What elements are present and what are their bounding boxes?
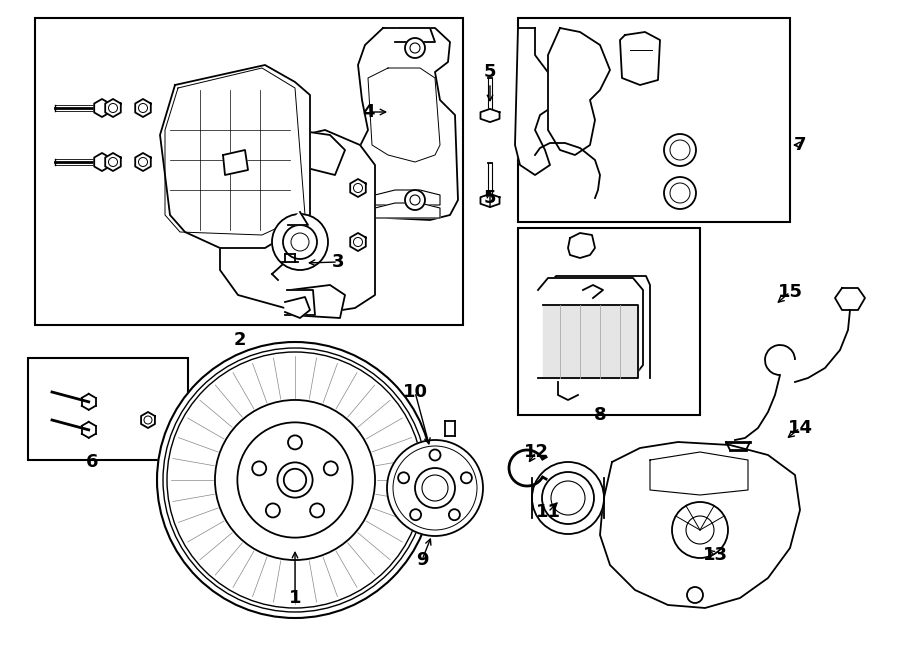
Polygon shape (135, 99, 151, 117)
Polygon shape (223, 150, 248, 175)
Circle shape (238, 422, 353, 537)
Circle shape (410, 43, 420, 53)
Text: 9: 9 (416, 551, 428, 569)
Polygon shape (160, 65, 310, 248)
Text: 11: 11 (536, 503, 561, 521)
Circle shape (664, 134, 696, 166)
Circle shape (393, 446, 477, 530)
Circle shape (215, 400, 375, 560)
Circle shape (405, 190, 425, 210)
Polygon shape (94, 99, 110, 117)
Circle shape (664, 177, 696, 209)
Polygon shape (350, 233, 365, 251)
Circle shape (283, 225, 317, 259)
Bar (35, 18, 463, 325)
Polygon shape (285, 290, 315, 315)
Circle shape (672, 502, 728, 558)
Polygon shape (105, 99, 121, 117)
Circle shape (532, 462, 604, 534)
Polygon shape (350, 179, 365, 197)
Bar (28, 358, 188, 460)
Text: 3: 3 (332, 253, 344, 271)
Circle shape (542, 472, 594, 524)
Circle shape (686, 516, 714, 544)
Circle shape (429, 449, 440, 461)
Bar (518, 18, 790, 222)
Circle shape (272, 214, 328, 270)
Polygon shape (141, 412, 155, 428)
Circle shape (687, 587, 703, 603)
Bar (518, 228, 700, 415)
Circle shape (284, 469, 306, 491)
Polygon shape (481, 109, 500, 122)
Text: 15: 15 (778, 283, 803, 301)
Polygon shape (105, 153, 121, 171)
Circle shape (324, 461, 338, 475)
Circle shape (415, 468, 455, 508)
Circle shape (422, 475, 448, 501)
Circle shape (670, 140, 690, 160)
Circle shape (310, 504, 324, 518)
Polygon shape (288, 212, 308, 225)
Text: 5: 5 (484, 189, 496, 207)
Circle shape (252, 461, 266, 475)
Circle shape (405, 38, 425, 58)
Polygon shape (515, 28, 555, 175)
Text: 5: 5 (484, 63, 496, 81)
Polygon shape (295, 130, 345, 175)
Circle shape (670, 183, 690, 203)
Polygon shape (620, 32, 660, 85)
Circle shape (449, 509, 460, 520)
Circle shape (291, 233, 309, 251)
Text: 12: 12 (524, 443, 548, 461)
Circle shape (551, 481, 585, 515)
Polygon shape (135, 153, 151, 171)
Circle shape (387, 440, 483, 536)
Polygon shape (835, 288, 865, 310)
Polygon shape (568, 233, 595, 258)
Polygon shape (358, 28, 458, 220)
Polygon shape (538, 278, 643, 378)
Polygon shape (650, 452, 748, 495)
Text: 4: 4 (362, 103, 374, 121)
Text: 1: 1 (289, 589, 302, 607)
Polygon shape (395, 28, 435, 42)
Circle shape (266, 504, 280, 518)
Text: 13: 13 (703, 546, 727, 564)
Polygon shape (600, 442, 800, 608)
Polygon shape (94, 153, 110, 171)
Circle shape (410, 509, 421, 520)
Polygon shape (375, 203, 440, 218)
Polygon shape (543, 305, 638, 378)
Text: 8: 8 (594, 406, 607, 424)
Circle shape (461, 473, 472, 483)
Text: 14: 14 (788, 419, 813, 437)
Polygon shape (481, 194, 500, 207)
Polygon shape (375, 190, 440, 205)
Circle shape (398, 473, 410, 483)
Circle shape (410, 195, 420, 205)
Polygon shape (290, 285, 345, 318)
Polygon shape (220, 130, 375, 315)
Text: 2: 2 (234, 331, 247, 349)
Circle shape (157, 342, 433, 618)
Polygon shape (548, 28, 610, 155)
Circle shape (288, 436, 302, 449)
Polygon shape (583, 285, 603, 298)
Polygon shape (285, 297, 310, 318)
Text: 10: 10 (402, 383, 428, 401)
Text: 7: 7 (794, 136, 806, 154)
Circle shape (277, 463, 312, 498)
Text: 6: 6 (86, 453, 98, 471)
